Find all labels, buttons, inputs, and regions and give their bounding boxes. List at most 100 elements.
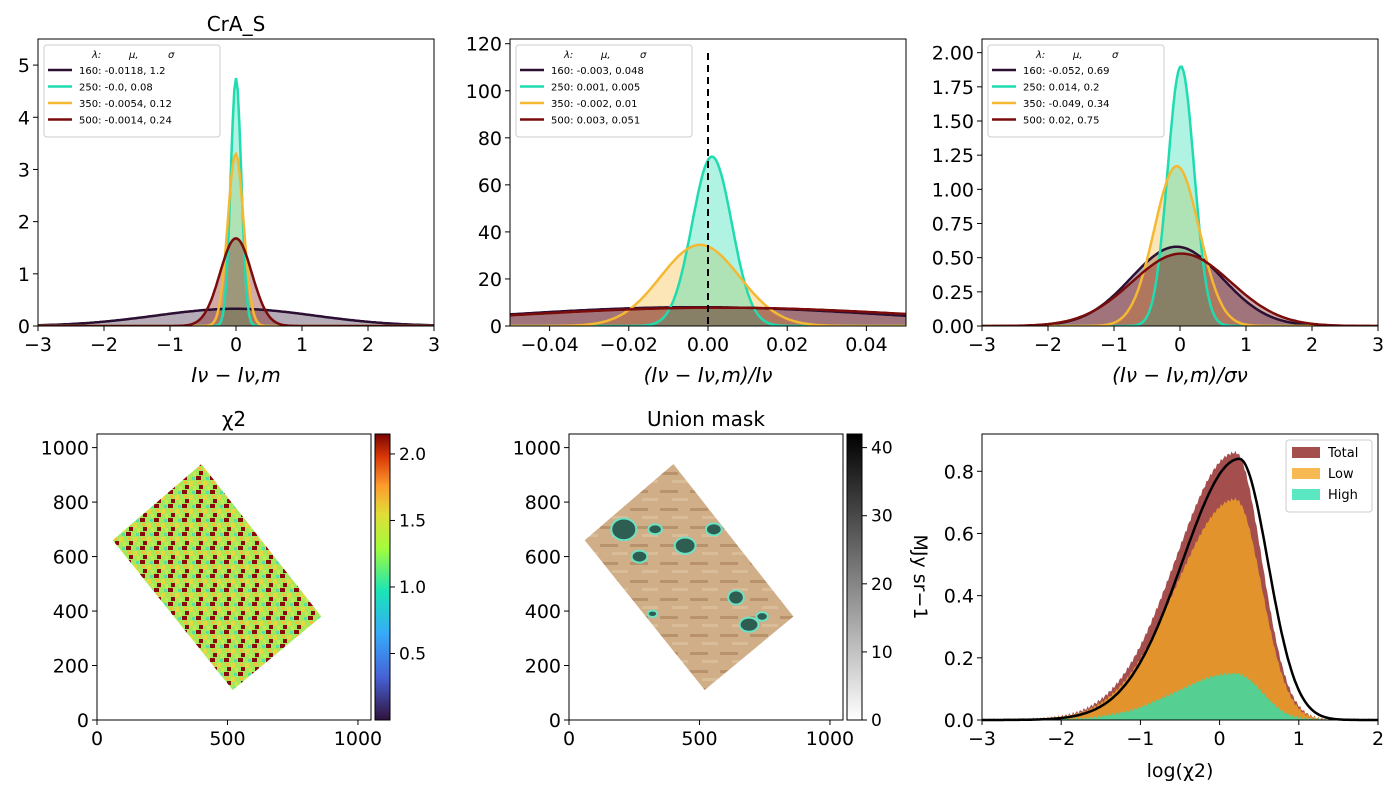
legend-label: 350: -0.002, 0.01 xyxy=(551,99,638,110)
legend-label: 160: -0.0118, 1.2 xyxy=(79,66,166,77)
y-tick-label: 120 xyxy=(466,34,502,56)
x-tick-label: 0 xyxy=(1214,728,1226,750)
legend-label: 250: 0.014, 0.2 xyxy=(1023,83,1100,94)
x-tick-label: 2 xyxy=(1306,334,1318,356)
axes-frame xyxy=(981,433,1379,721)
x-tick-label: 2 xyxy=(362,334,374,356)
panel-title: χ2 xyxy=(222,407,246,431)
x-tick-label: 0 xyxy=(1174,334,1186,356)
colorbar-tick-label: 0 xyxy=(871,711,882,731)
y-tick-label: 1.25 xyxy=(932,145,974,167)
legend-header: σ xyxy=(640,50,647,61)
y-tick-label: 0.75 xyxy=(932,214,974,236)
y-tick-label: 0.8 xyxy=(944,461,974,483)
hist-fill-250 xyxy=(982,66,1378,326)
y-tick-label: 2 xyxy=(18,212,30,234)
y-tick-label: 80 xyxy=(478,128,502,150)
x-axis-label: (Iν − Iν,m)/σν xyxy=(1112,363,1248,387)
legend-header: μ, xyxy=(600,50,611,61)
axes-frame xyxy=(37,38,435,327)
x-tick-label: 1000 xyxy=(334,728,382,750)
y-tick-label: 1.50 xyxy=(932,111,974,133)
panel-4: 0 500 1000 0 200 400 600 800 1000 χ2 0.5 1.0 1.5 2.0 xyxy=(41,407,426,750)
colorbar-tick-label: 40 xyxy=(871,439,893,459)
panel-title: CrA_S xyxy=(207,12,266,36)
hist-fill-500 xyxy=(982,253,1378,326)
colorbar-tick-label: 1.5 xyxy=(399,511,426,531)
axes-frame xyxy=(568,433,844,721)
fit-line-250 xyxy=(510,155,906,326)
legend-label: 160: -0.052, 0.69 xyxy=(1023,66,1110,77)
y-tick-label: 0.2 xyxy=(944,648,974,670)
x-tick-label: −1 xyxy=(156,334,184,356)
y-tick-label: 40 xyxy=(478,222,502,244)
y-tick-label: 3 xyxy=(18,159,30,181)
legend-header: λ: xyxy=(563,50,573,61)
x-tick-label: −2 xyxy=(1034,334,1062,356)
legend-label: 160: -0.003, 0.048 xyxy=(551,66,644,77)
hist-fill-160 xyxy=(982,246,1378,326)
legend-header: λ: xyxy=(91,50,101,61)
legend-swatch-low xyxy=(1292,468,1320,479)
hist-fill-250 xyxy=(38,78,434,326)
axes-frame xyxy=(96,433,372,721)
y-tick-label: 0 xyxy=(77,710,89,732)
x-tick-label: 1 xyxy=(1293,728,1305,750)
x-tick-label: −0.02 xyxy=(600,334,658,356)
y-tick-label: 0.0 xyxy=(944,710,974,732)
mask-map-region xyxy=(584,464,794,690)
y-tick-label: 0 xyxy=(18,316,30,338)
y-tick-label: 5 xyxy=(18,55,30,77)
y-tick-label: 20 xyxy=(478,269,502,291)
colorbar xyxy=(374,433,391,721)
colorbar-tick-label: 2.0 xyxy=(399,445,426,465)
mask-core xyxy=(705,522,723,537)
x-tick-label: −0.04 xyxy=(520,334,578,356)
hist-fill-250 xyxy=(510,156,906,326)
legend-box xyxy=(987,44,1165,138)
legend-label: 500: -0.0014, 0.24 xyxy=(79,116,172,127)
x-axis-label: log(χ2) xyxy=(1147,760,1214,782)
x-tick-label: 0 xyxy=(91,728,103,750)
x-tick-label: 1 xyxy=(1240,334,1252,356)
colorbar-tick-label: 0.5 xyxy=(399,644,426,664)
hist-fill-350 xyxy=(38,154,434,326)
x-tick-label: 3 xyxy=(428,334,440,356)
colorbar-tick-label: 1.0 xyxy=(399,578,426,598)
x-tick-label: −3 xyxy=(24,334,52,356)
x-tick-label: −3 xyxy=(968,728,996,750)
y-tick-label: 1000 xyxy=(41,438,89,460)
y-tick-label: 600 xyxy=(53,547,89,569)
mask-core xyxy=(738,616,760,633)
axes-frame xyxy=(981,38,1379,327)
mask-core xyxy=(673,536,697,555)
legend-header: σ xyxy=(1112,50,1119,61)
panel-5: 0 500 1000 0 200 400 600 800 1000 Union mask 0 10 20… xyxy=(513,407,931,750)
legend-header: λ: xyxy=(1035,50,1045,61)
y-tick-label: 1000 xyxy=(513,438,561,460)
legend-swatch-high xyxy=(1292,489,1320,500)
y-tick-label: 0.50 xyxy=(932,248,974,270)
mask-core xyxy=(646,609,659,619)
y-tick-label: 1 xyxy=(18,264,30,286)
x-tick-label: 0.02 xyxy=(766,334,808,356)
x-tick-label: −3 xyxy=(968,334,996,356)
x-tick-label: −1 xyxy=(1126,728,1154,750)
hist-fill-500 xyxy=(38,238,434,326)
y-tick-label: 800 xyxy=(525,492,561,514)
legend-label: Low xyxy=(1328,467,1354,482)
axes-frame xyxy=(509,38,907,327)
x-tick-label: 1000 xyxy=(806,728,854,750)
fit-line-500 xyxy=(982,252,1378,326)
legend-label: 250: -0.0, 0.08 xyxy=(79,83,153,94)
fit-line-350 xyxy=(982,164,1378,326)
x-tick-label: −1 xyxy=(1100,334,1128,356)
mask-core xyxy=(610,517,638,542)
y-tick-label: 60 xyxy=(478,175,502,197)
x-tick-label: 500 xyxy=(209,728,245,750)
y-tick-label: 0.25 xyxy=(932,282,974,304)
colorbar-tick-label: 30 xyxy=(871,507,893,527)
